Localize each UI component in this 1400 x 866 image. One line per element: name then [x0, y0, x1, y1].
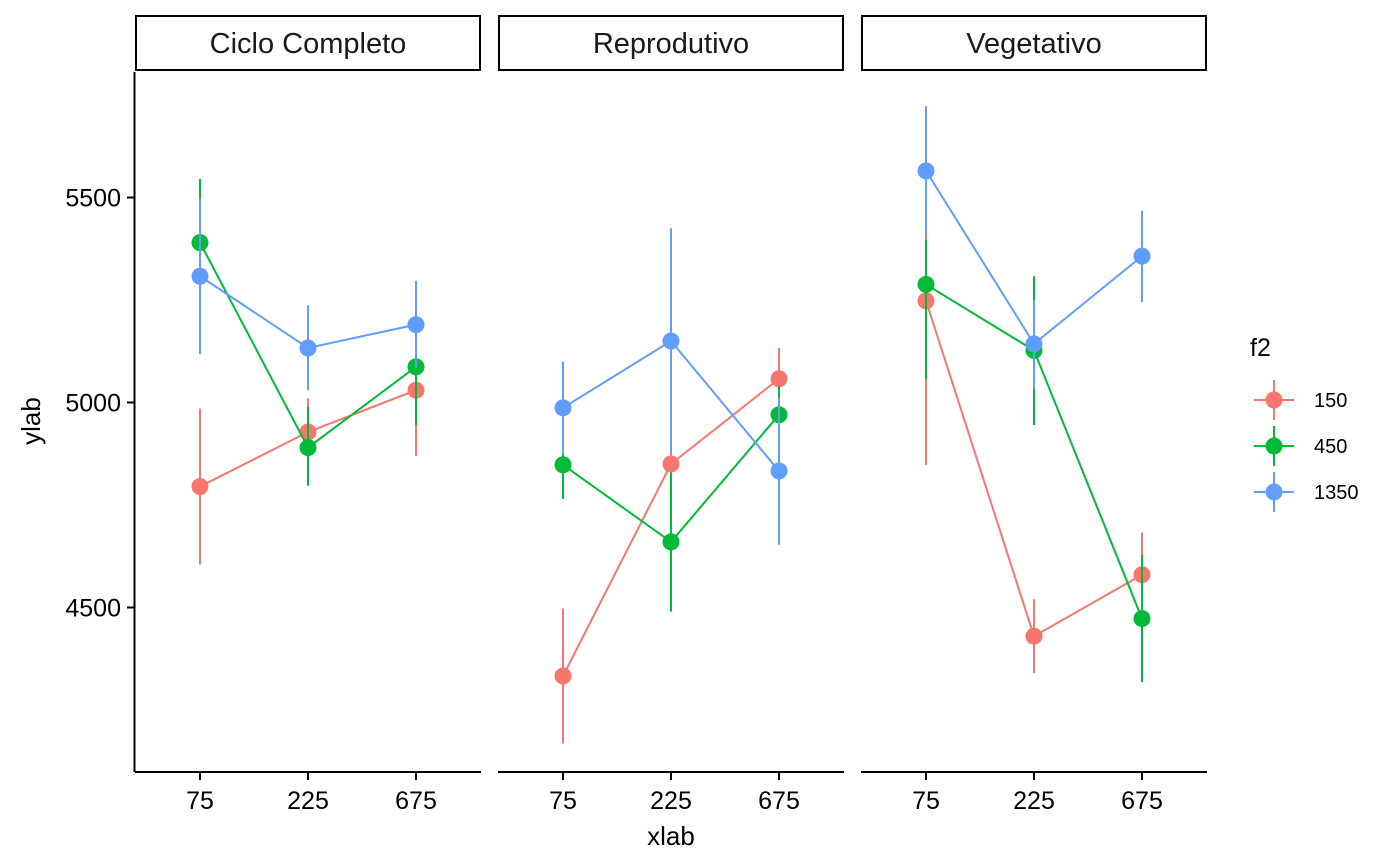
y-axis-title: ylab: [16, 397, 46, 445]
data-point-1350: [299, 339, 317, 357]
facet-strip: [861, 15, 1207, 71]
x-tick-label: 225: [287, 787, 329, 815]
legend-key-point: [1265, 391, 1283, 409]
y-tick-label: 4500: [65, 595, 121, 623]
legend: f2 150 450 1350: [1250, 334, 1359, 512]
y-axis: 4500 5000 5500 ylab: [16, 72, 136, 772]
y-tick-label: 5000: [65, 390, 121, 418]
data-point-1350: [662, 332, 680, 350]
legend-key-1350: 1350: [1254, 472, 1359, 512]
facet-strip-label: Ciclo Completo: [210, 28, 407, 60]
data-point-150: [554, 667, 572, 685]
legend-key-450: 450: [1254, 426, 1347, 466]
legend-label: 150: [1314, 390, 1347, 412]
data-point-1350: [191, 267, 209, 285]
x-tick-label: 75: [912, 787, 940, 815]
data-point-450: [917, 275, 935, 293]
facet-strip: [498, 15, 844, 71]
legend-key-150: 150: [1254, 380, 1347, 420]
y-ticks: 4500 5000 5500: [65, 185, 134, 623]
x-tick-label: 75: [186, 787, 214, 815]
legend-keys: 150 450 1350: [1254, 380, 1359, 512]
panels-layer: Ciclo Completo 75 225 675 Reprodutivo 75 225 67…: [135, 15, 1207, 815]
data-point-1350: [554, 399, 572, 417]
data-point-1350: [407, 316, 425, 334]
data-point-1350: [1025, 335, 1043, 353]
legend-label: 450: [1314, 436, 1347, 458]
facet-panel: Reprodutivo 75 225 675: [498, 15, 844, 815]
x-tick-label: 225: [650, 787, 692, 815]
data-point-150: [1025, 627, 1043, 645]
data-point-150: [770, 370, 788, 388]
y-tick-label: 5500: [65, 185, 121, 213]
facet-panel: Vegetativo 75 225 675: [861, 15, 1207, 815]
x-tick-label: 675: [758, 787, 800, 815]
data-point-150: [191, 478, 209, 496]
x-tick-label: 75: [549, 787, 577, 815]
data-point-1350: [770, 462, 788, 480]
legend-key-point: [1265, 437, 1283, 455]
facet-strip-label: Vegetativo: [966, 28, 1101, 60]
legend-label: 1350: [1314, 482, 1359, 504]
legend-title: f2: [1250, 334, 1271, 362]
x-axis-title: xlab: [647, 821, 695, 851]
data-point-450: [299, 439, 317, 457]
facet-panel: Ciclo Completo 75 225 675: [135, 15, 481, 815]
legend-key-point: [1265, 483, 1283, 501]
data-point-1350: [1133, 247, 1151, 265]
facet-strip-label: Reprodutivo: [593, 28, 749, 60]
x-tick-label: 675: [1121, 787, 1163, 815]
x-tick-label: 225: [1013, 787, 1055, 815]
data-point-450: [1133, 610, 1151, 628]
data-point-450: [554, 456, 572, 474]
facet-strip: [135, 15, 481, 71]
data-point-150: [662, 455, 680, 473]
x-tick-label: 675: [395, 787, 437, 815]
data-point-1350: [917, 162, 935, 180]
data-point-450: [662, 533, 680, 551]
